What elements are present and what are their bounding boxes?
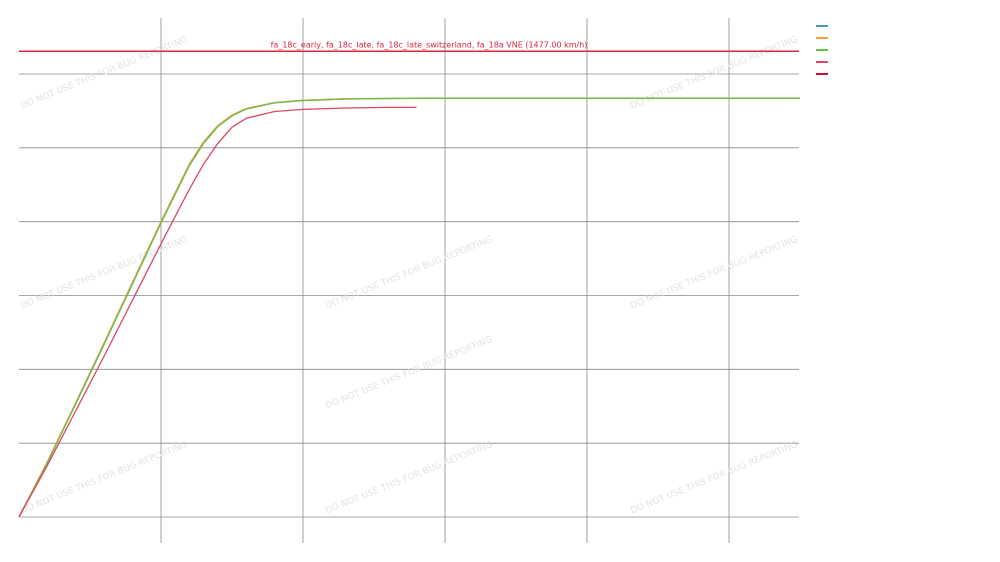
legend-item[interactable] — [816, 68, 996, 80]
legend-item[interactable] — [816, 32, 996, 44]
watermark-text: DO NOT USE THIS FOR BUG REPORTING — [324, 335, 494, 411]
legend-swatch — [816, 49, 828, 51]
watermark-text: DO NOT USE THIS FOR BUG REPORTING — [324, 440, 494, 516]
series-line — [18, 97, 800, 518]
grid — [19, 18, 799, 543]
legend-swatch — [816, 61, 828, 63]
vne-reference-label: fa_18c_early, fa_18c_late, fa_18c_late_s… — [271, 40, 588, 49]
legend — [816, 20, 996, 80]
watermark-text: DO NOT USE THIS FOR BUG REPORTING — [19, 35, 189, 111]
watermark-text: DO NOT USE THIS FOR BUG REPORTING — [324, 235, 494, 311]
series-line — [18, 106, 417, 518]
series-group — [18, 97, 800, 518]
watermark-text: DO NOT USE THIS FOR BUG REPORTING — [629, 235, 799, 311]
legend-item[interactable] — [816, 56, 996, 68]
reference-line-group: fa_18c_early, fa_18c_late, fa_18c_late_s… — [19, 40, 799, 52]
watermark-text: DO NOT USE THIS FOR BUG REPORTING — [19, 235, 189, 311]
legend-swatch — [816, 73, 828, 75]
legend-swatch — [816, 25, 828, 27]
watermark-text: DO NOT USE THIS FOR BUG REPORTING — [629, 35, 799, 111]
watermark-text: DO NOT USE THIS FOR BUG REPORTING — [629, 440, 799, 516]
series-line — [18, 97, 800, 518]
legend-item[interactable] — [816, 20, 996, 32]
legend-item[interactable] — [816, 44, 996, 56]
series-line — [18, 97, 800, 518]
watermark-text: DO NOT USE THIS FOR BUG REPORTING — [19, 440, 189, 516]
legend-swatch — [816, 37, 828, 39]
